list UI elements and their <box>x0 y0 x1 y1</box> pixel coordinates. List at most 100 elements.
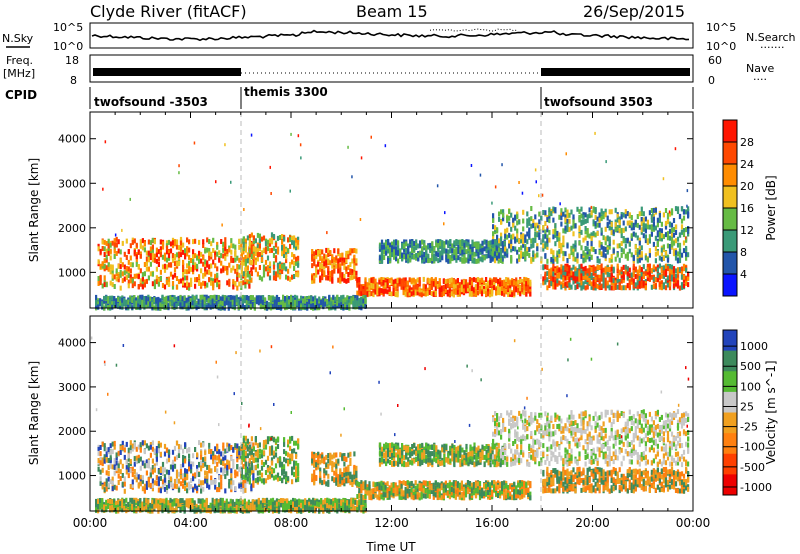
heatmap-cell <box>560 274 563 280</box>
heatmap-cell <box>242 236 245 242</box>
heatmap-cell <box>175 261 179 267</box>
heatmap-cell <box>624 285 627 291</box>
heatmap-cell <box>522 218 525 224</box>
heatmap-cell <box>125 238 128 244</box>
heatmap-cell <box>618 228 621 234</box>
heatmap-cell <box>321 249 324 255</box>
heatmap-cell <box>584 229 587 235</box>
heatmap-cell <box>642 233 645 239</box>
heatmap-cell <box>662 247 665 253</box>
heatmap-cell <box>562 277 565 283</box>
heatmap-cell <box>289 189 291 193</box>
heatmap-cell <box>202 255 205 261</box>
heatmap-cell <box>210 271 213 277</box>
heatmap-cell <box>345 253 348 259</box>
heatmap-cell <box>226 280 229 286</box>
heatmap-cell <box>570 270 573 276</box>
heatmap-cell <box>135 257 138 263</box>
heatmap-cell <box>487 284 490 290</box>
heatmap-cell <box>328 295 331 301</box>
heatmap-cell <box>626 271 629 277</box>
heatmap-cell <box>115 268 118 274</box>
heatmap-cell <box>184 282 187 288</box>
heatmap-cell <box>682 283 686 289</box>
heatmap-cell <box>153 449 156 455</box>
heatmap-cell <box>351 175 353 179</box>
heatmap-cell <box>570 275 573 281</box>
heatmap-cell <box>433 246 436 251</box>
heatmap-cell <box>455 250 458 256</box>
heatmap-cell <box>199 294 202 300</box>
heatmap-cell <box>598 258 601 264</box>
heatmap-cell <box>558 249 561 255</box>
heatmap-cell <box>503 291 506 297</box>
heatmap-cell <box>522 251 525 257</box>
heatmap-cell <box>159 239 162 245</box>
heatmap-cell <box>684 236 687 240</box>
heatmap-cell <box>600 276 603 282</box>
heatmap-cell <box>364 304 367 309</box>
heatmap-cell <box>103 252 106 257</box>
heatmap-cell <box>224 245 227 251</box>
heatmap-cell <box>556 273 559 279</box>
heatmap-cell <box>238 257 241 263</box>
heatmap-cell <box>608 244 611 250</box>
heatmap-cell <box>171 274 175 280</box>
heatmap-cell <box>192 257 195 263</box>
heatmap-cell <box>634 267 637 273</box>
heatmap-cell <box>678 214 682 220</box>
heatmap-cell <box>135 261 138 267</box>
heatmap-cell <box>97 276 100 281</box>
heatmap-cell <box>248 238 251 243</box>
heatmap-cell <box>393 254 396 260</box>
heatmap-cell <box>256 271 259 277</box>
heatmap-cell <box>449 246 452 252</box>
heatmap-cell <box>216 272 219 278</box>
heatmap-cell <box>429 257 432 263</box>
heatmap-cell <box>556 234 559 240</box>
cpid-label: CPID <box>5 88 37 102</box>
heatmap-cell <box>638 211 641 217</box>
heatmap-cell <box>266 255 270 261</box>
heatmap-cell <box>640 217 643 222</box>
heatmap-cell <box>208 264 211 270</box>
heatmap-cell <box>596 258 599 264</box>
heatmap-cell <box>115 276 118 282</box>
heatmap-cell <box>192 249 195 255</box>
heatmap-cell <box>392 288 395 293</box>
heatmap-cell <box>418 280 421 286</box>
heatmap-cell <box>594 277 597 282</box>
heatmap-cell <box>564 271 567 277</box>
heatmap-cell <box>221 296 224 302</box>
heatmap-cell <box>493 285 496 291</box>
heatmap-cell <box>343 264 346 270</box>
heatmap-cell <box>412 285 415 291</box>
heatmap-cell <box>139 268 142 274</box>
heatmap-cell <box>576 284 579 290</box>
heatmap-cell <box>528 233 531 239</box>
heatmap-cell <box>139 456 142 462</box>
heatmap-cell <box>574 284 577 290</box>
heatmap-cell <box>636 269 639 275</box>
heatmap-cell <box>242 271 245 277</box>
heatmap-cell <box>143 271 146 277</box>
heatmap-cell <box>208 252 211 258</box>
heatmap-cell <box>687 212 690 217</box>
heatmap-cell <box>295 237 298 243</box>
heatmap-cell <box>419 250 422 256</box>
heatmap-cell <box>598 240 601 246</box>
heatmap-cell <box>129 243 132 249</box>
heatmap-cell <box>560 242 563 248</box>
heatmap-cell <box>678 232 682 238</box>
heatmap-cell <box>427 244 430 250</box>
heatmap-cell <box>504 251 507 257</box>
heatmap-cell <box>230 255 233 261</box>
heatmap-cell <box>159 246 162 252</box>
heatmap-cell <box>121 301 124 307</box>
heatmap-cell <box>618 270 621 276</box>
heatmap-cell <box>236 285 239 291</box>
heatmap-cell <box>672 251 676 257</box>
heatmap-cell <box>270 232 274 238</box>
heatmap-cell <box>372 276 375 282</box>
heatmap-cell <box>219 296 222 302</box>
